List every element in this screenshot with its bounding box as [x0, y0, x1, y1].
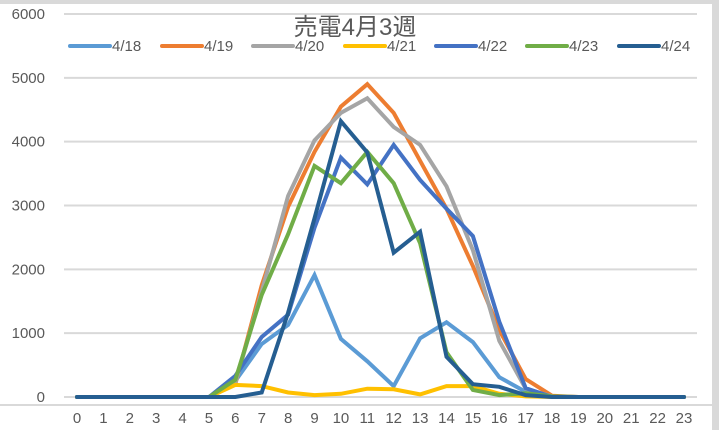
legend: 4/18 4/19 4/20 4/21 4/22 4/23 4/24: [68, 38, 690, 55]
x-tick-label: 3: [152, 410, 160, 427]
legend-label: 4/18: [112, 38, 141, 55]
window-top-border: [0, 0, 719, 4]
x-axis-ticks: 0 1 2 3 4 5 6 7 8 9 10 11 12 13 14 15 16 17 18 19 20 21 22 23: [73, 410, 693, 427]
window-right-border: [712, 0, 719, 430]
x-tick-label: 7: [258, 410, 266, 427]
series-line-4-22: [75, 141, 686, 399]
legend-item: 4/20: [251, 38, 324, 55]
x-tick-label: 17: [517, 410, 534, 427]
x-tick-label: 20: [596, 410, 613, 427]
x-tick-label: 21: [623, 410, 640, 427]
x-tick-label: 0: [73, 410, 81, 427]
y-tick-label: 3000: [12, 198, 45, 215]
y-tick-label: 4000: [12, 134, 45, 151]
legend-item: 4/22: [434, 38, 507, 55]
legend-item: 4/19: [160, 38, 233, 55]
x-tick-label: 8: [284, 410, 292, 427]
x-tick-label: 11: [360, 410, 376, 427]
legend-label: 4/24: [661, 38, 690, 55]
y-axis-ticks: 0 1000 2000 3000 4000 5000 6000: [12, 6, 45, 406]
x-tick-label: 12: [385, 410, 402, 427]
legend-label: 4/19: [204, 38, 233, 55]
series-line-4-24: [75, 116, 686, 399]
x-tick-label: 1: [99, 410, 107, 427]
y-tick-label: 0: [37, 389, 45, 406]
x-tick-label: 5: [205, 410, 213, 427]
chart-title: 売電4月3週: [294, 14, 417, 41]
axis-separator-line: [0, 404, 712, 406]
x-tick-label: 22: [649, 410, 666, 427]
legend-label: 4/21: [387, 38, 416, 55]
x-tick-label: 16: [491, 410, 508, 427]
series-line-4-19: [75, 81, 686, 399]
y-tick-label: 1000: [12, 325, 45, 342]
y-tick-label: 2000: [12, 261, 45, 278]
series-line-4-18: [75, 270, 686, 399]
legend-label: 4/23: [569, 38, 598, 55]
y-tick-label: 5000: [12, 70, 45, 87]
x-tick-label: 9: [310, 410, 318, 427]
legend-item: 4/21: [343, 38, 416, 55]
x-tick-label: 4: [178, 410, 186, 427]
x-tick-label: 14: [438, 410, 455, 427]
legend-item: 4/18: [68, 38, 141, 55]
x-tick-label: 10: [333, 410, 350, 427]
legend-item: 4/23: [525, 38, 598, 55]
x-tick-label: 2: [126, 410, 134, 427]
x-tick-label: 13: [412, 410, 429, 427]
x-tick-label: 18: [544, 410, 561, 427]
series-lines: [75, 81, 686, 399]
legend-label: 4/20: [295, 38, 324, 55]
legend-item: 4/24: [617, 38, 690, 55]
x-tick-label: 23: [676, 410, 693, 427]
series-line-4-23: [75, 148, 686, 399]
y-tick-label: 6000: [12, 6, 45, 23]
x-tick-label: 19: [570, 410, 587, 427]
series-line-4-20: [75, 95, 686, 399]
x-tick-label: 6: [231, 410, 239, 427]
x-tick-label: 15: [465, 410, 482, 427]
legend-label: 4/22: [478, 38, 507, 55]
